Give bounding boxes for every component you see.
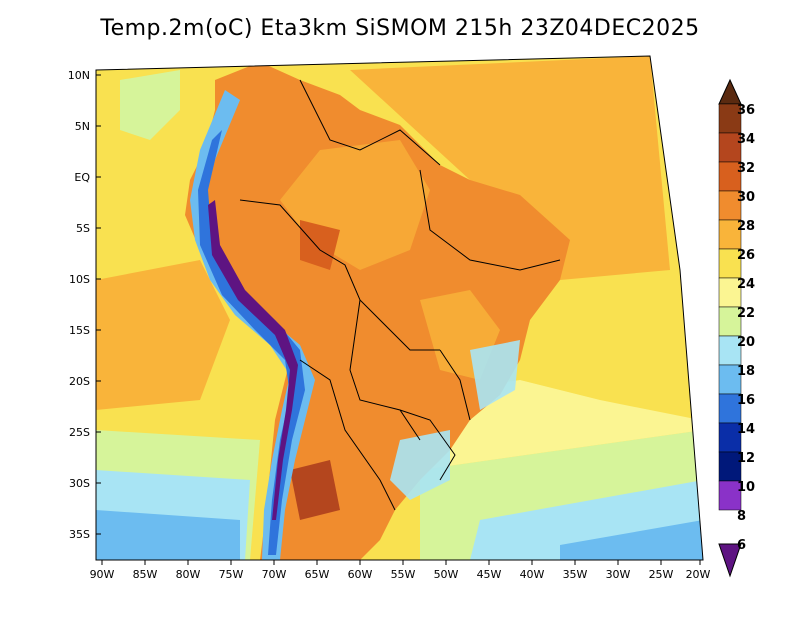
colorbar-label: 20 [737,335,755,350]
longitude-axis: 90W 85W 80W 75W 70W 65W 60W 55W 50W 45W … [90,560,711,581]
lat-label: 5S [76,222,90,235]
lon-label: 50W [434,568,459,581]
country-borders [239,79,561,511]
colorbar-bottom-arrow [718,543,742,578]
lon-label: 80W [176,568,201,581]
lat-label: 10N [68,69,90,82]
colorbar-label: 22 [737,306,755,321]
temperature-field [96,56,703,560]
lon-label: 45W [477,568,502,581]
lat-label: 30S [69,477,90,490]
colorbar-label: 10 [737,480,755,495]
lat-label: 35S [69,528,90,541]
colorbar [718,78,742,578]
colorbar-label: 6 [737,538,746,553]
lat-label: 10S [69,273,90,286]
colorbar-label: 12 [737,451,755,466]
lat-label: 20S [69,375,90,388]
colorbar-label: 26 [737,248,755,263]
lat-label: 25S [69,426,90,439]
lon-label: 20W [686,568,711,581]
lon-label: 35W [563,568,588,581]
lon-label: 25W [649,568,674,581]
colorbar-labels: 36 34 32 30 28 26 24 22 20 18 16 14 12 1… [737,103,755,553]
colorbar-segment [718,480,742,511]
colorbar-label: 14 [737,422,755,437]
lat-label: 5N [75,120,90,133]
lon-label: 90W [90,568,115,581]
colorbar-label: 24 [737,277,755,292]
latitude-axis: 10N 5N EQ 5S 10S 15S 20S 25S 30S 35S [68,69,101,541]
lon-label: 85W [133,568,158,581]
lon-label: 55W [391,568,416,581]
lon-label: 30W [606,568,631,581]
lat-label: 15S [69,324,90,337]
colorbar-label: 8 [737,509,746,524]
lon-label: 60W [348,568,373,581]
colorbar-label: 30 [737,190,755,205]
map-title: Temp.2m(oC) Eta3km SiSMOM 215h 23Z04DEC2… [100,16,700,41]
lon-label: 40W [520,568,545,581]
colorbar-label: 36 [737,103,755,118]
colorbar-label: 18 [737,364,755,379]
colorbar-label: 28 [737,219,755,234]
colorbar-label: 16 [737,393,755,408]
lon-label: 65W [305,568,330,581]
lat-label: EQ [74,171,90,184]
colorbar-label: 32 [737,161,755,176]
lon-label: 75W [219,568,244,581]
lon-label: 70W [262,568,287,581]
colorbar-label: 34 [737,132,755,147]
colorbar-top-arrow [718,78,742,105]
